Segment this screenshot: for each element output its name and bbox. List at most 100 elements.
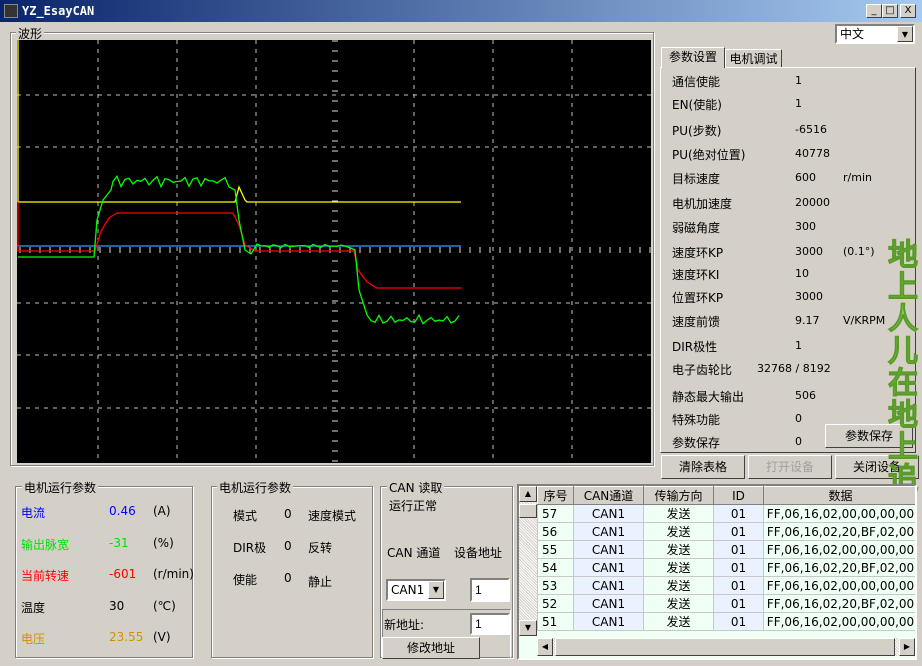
param-value: 20000 bbox=[795, 196, 830, 209]
param-unit: (0.1°) bbox=[843, 245, 875, 258]
param-label: 速度环KP bbox=[672, 246, 724, 260]
can-title: CAN 读取 bbox=[387, 479, 445, 496]
param-value: 10 bbox=[795, 267, 809, 280]
table-cell: 56 bbox=[537, 522, 574, 541]
table-cell: 发送 bbox=[643, 504, 714, 523]
tab-params[interactable]: 参数设置 bbox=[661, 47, 725, 68]
table-cell: 发送 bbox=[643, 594, 714, 613]
can-status: 运行正常 bbox=[389, 499, 438, 513]
scroll-left-icon[interactable]: ◀ bbox=[537, 638, 553, 656]
can-log-table: ▲ ▼ 序号 CAN通道 传输方向 ID 数据 57 CAN1 发送 01 FF,06,16,0… bbox=[517, 484, 917, 660]
run-param-label: 当前转速 bbox=[21, 569, 70, 583]
table-cell: CAN1 bbox=[573, 540, 644, 559]
param-label: 位置环KP bbox=[672, 291, 724, 305]
scroll-thumb-horizontal[interactable] bbox=[555, 638, 895, 656]
device-address-input[interactable] bbox=[470, 578, 510, 602]
state-desc: 反转 bbox=[308, 541, 333, 555]
table-row[interactable]: 51 CAN1 发送 01 FF,06,16,02,00,00,00,00 bbox=[537, 612, 915, 631]
tab-motor-debug[interactable]: 电机调试 bbox=[725, 49, 782, 68]
param-value: 9.17 bbox=[795, 314, 820, 327]
horizontal-scrollbar[interactable]: ◀ ▶ bbox=[537, 638, 915, 656]
app-icon bbox=[4, 4, 18, 18]
param-value: 3000 bbox=[795, 245, 823, 258]
run-param-value: -31 bbox=[109, 535, 129, 550]
table-cell: 发送 bbox=[643, 522, 714, 541]
run-param-label: 电流 bbox=[21, 506, 46, 520]
vertical-scrollbar[interactable]: ▲ ▼ bbox=[519, 486, 537, 636]
table-cell: 01 bbox=[713, 576, 764, 595]
scroll-up-icon[interactable]: ▲ bbox=[519, 486, 537, 502]
state-value: 0 bbox=[284, 507, 292, 521]
state-desc: 速度模式 bbox=[308, 509, 357, 523]
scroll-thumb[interactable] bbox=[519, 504, 537, 518]
param-label: 速度环KI bbox=[672, 268, 720, 282]
save-params-button[interactable]: 参数保存 bbox=[825, 424, 913, 448]
state-desc: 静止 bbox=[308, 575, 333, 589]
table-cell: 发送 bbox=[643, 540, 714, 559]
state-label: 使能 bbox=[233, 573, 258, 587]
table-cell: 01 bbox=[713, 504, 764, 523]
table-cell: 53 bbox=[537, 576, 574, 595]
table-row[interactable]: 55 CAN1 发送 01 FF,06,16,02,00,00,00,00 bbox=[537, 540, 915, 559]
param-label: PU(步数) bbox=[672, 124, 722, 138]
open-device-button[interactable]: 打开设备 bbox=[748, 455, 832, 479]
green-trace bbox=[18, 174, 460, 325]
modify-address-button[interactable]: 修改地址 bbox=[382, 637, 480, 659]
column-header: ID bbox=[713, 486, 764, 505]
param-label: 静态最大输出 bbox=[672, 390, 745, 404]
param-label: 电机加速度 bbox=[672, 197, 733, 211]
param-value: 40778 bbox=[795, 147, 830, 160]
maximize-button[interactable]: □ bbox=[882, 4, 898, 18]
state-value: 0 bbox=[284, 539, 292, 553]
scroll-down-icon[interactable]: ▼ bbox=[519, 620, 537, 636]
table-cell: 发送 bbox=[643, 612, 714, 631]
column-header: 序号 bbox=[537, 486, 574, 505]
run-param-unit: (℃) bbox=[153, 598, 176, 613]
close-button[interactable]: X bbox=[900, 4, 916, 18]
table-cell: FF,06,16,02,20,BF,02,00 bbox=[763, 558, 915, 577]
table-cell: 55 bbox=[537, 540, 574, 559]
new-address-input[interactable] bbox=[470, 613, 510, 635]
scroll-right-icon[interactable]: ▶ bbox=[899, 638, 915, 656]
table-row[interactable]: 56 CAN1 发送 01 FF,06,16,02,20,BF,02,00 bbox=[537, 522, 915, 541]
param-label: PU(绝对位置) bbox=[672, 148, 746, 162]
param-value: 506 bbox=[795, 389, 816, 402]
red-trace bbox=[17, 202, 461, 289]
can-channel-label: CAN 通道 bbox=[387, 546, 441, 560]
clear-table-button[interactable]: 清除表格 bbox=[661, 455, 745, 479]
run-param-value: -601 bbox=[109, 567, 137, 581]
chevron-down-icon[interactable]: ▼ bbox=[428, 581, 444, 599]
column-header: CAN通道 bbox=[573, 486, 644, 505]
table-cell: 01 bbox=[713, 522, 764, 541]
waveform-plot bbox=[17, 40, 651, 463]
table-cell: 54 bbox=[537, 558, 574, 577]
can-channel-value: CAN1 bbox=[391, 583, 425, 597]
motor-state-title: 电机运行参数 bbox=[217, 479, 294, 496]
close-device-button[interactable]: 关闭设备 bbox=[835, 455, 919, 479]
table-row[interactable]: 57 CAN1 发送 01 FF,06,16,02,00,00,00,00 bbox=[537, 504, 915, 523]
param-label: 电子齿轮比 bbox=[672, 363, 733, 377]
language-select[interactable]: 中文 ▼ bbox=[835, 24, 915, 44]
run-param-unit: (A) bbox=[153, 504, 171, 518]
run-param-value: 0.46 bbox=[109, 504, 136, 518]
chevron-down-icon[interactable]: ▼ bbox=[897, 26, 913, 42]
param-label: 速度前馈 bbox=[672, 315, 721, 329]
table-cell: 发送 bbox=[643, 576, 714, 595]
table-row[interactable]: 53 CAN1 发送 01 FF,06,16,02,00,00,00,00 bbox=[537, 576, 915, 595]
table-cell: 51 bbox=[537, 612, 574, 631]
can-channel-select[interactable]: CAN1 ▼ bbox=[386, 579, 446, 601]
table-cell: FF,06,16,02,20,BF,02,00 bbox=[763, 522, 915, 541]
param-unit: V/KRPM bbox=[843, 314, 886, 327]
table-cell: 01 bbox=[713, 558, 764, 577]
minimize-button[interactable]: _ bbox=[866, 4, 882, 18]
run-param-label: 电压 bbox=[21, 632, 46, 646]
param-unit: r/min bbox=[843, 171, 872, 184]
table-row[interactable]: 52 CAN1 发送 01 FF,06,16,02,20,BF,02,00 bbox=[537, 594, 915, 613]
table-cell: FF,06,16,02,20,BF,02,00 bbox=[763, 594, 915, 613]
param-value: 1 bbox=[795, 97, 802, 110]
column-header: 传输方向 bbox=[643, 486, 714, 505]
param-value: 1 bbox=[795, 339, 802, 352]
device-address-label: 设备地址 bbox=[454, 546, 503, 560]
table-cell: FF,06,16,02,00,00,00,00 bbox=[763, 504, 915, 523]
table-row[interactable]: 54 CAN1 发送 01 FF,06,16,02,20,BF,02,00 bbox=[537, 558, 915, 577]
